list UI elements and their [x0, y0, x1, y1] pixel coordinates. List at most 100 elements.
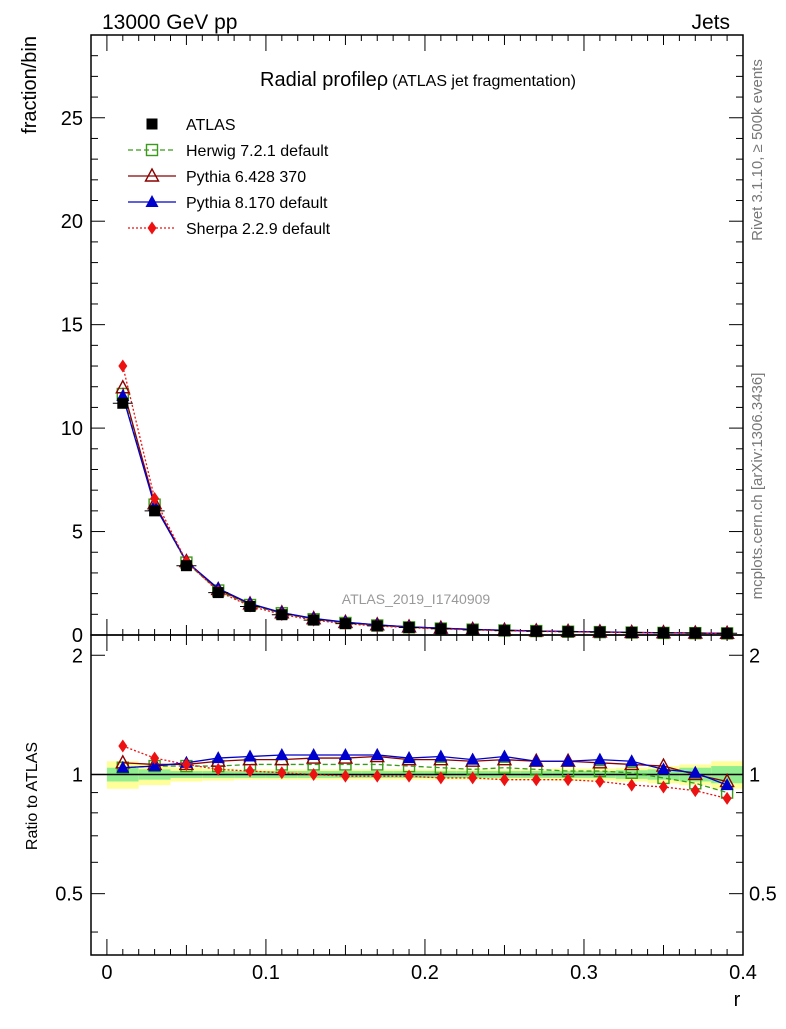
- ratio-marker-sherpa: [150, 751, 160, 765]
- main-panel: 0 5 10 15 20 25: [61, 34, 744, 647]
- main-marker-data: [244, 600, 256, 612]
- ratio-marker-sherpa: [595, 774, 605, 788]
- ratio-marker-pythia8: [497, 749, 511, 762]
- main-marker-sherpa: [118, 359, 128, 373]
- main-ytick-label: 10: [61, 418, 83, 440]
- ratio-ytick-label: 0.5: [55, 884, 83, 906]
- ratio-marker-pythia8: [338, 747, 352, 760]
- legend-label-herwig: Herwig 7.2.1 default: [186, 143, 329, 160]
- ratio-xtick-label: 0.1: [252, 962, 280, 984]
- ratio-marker-pythia8: [370, 747, 384, 760]
- ratio-marker-pythia8: [211, 751, 225, 764]
- ratio-marker-pythia8: [275, 747, 289, 760]
- ratio-ylabel: Ratio to ATLAS: [24, 742, 41, 850]
- ratio-marker-pythia8: [656, 762, 670, 775]
- ratio-marker-sherpa: [722, 791, 732, 805]
- main-marker-data: [657, 627, 669, 639]
- ratio-marker-sherpa: [245, 764, 255, 778]
- ratio-ytick-label: 1: [72, 764, 83, 786]
- ratio-ytick-label-right: 2: [749, 645, 760, 667]
- main-title-text: Radial profileρ: [260, 69, 388, 91]
- main-marker-data: [562, 626, 574, 638]
- legend-marker-pythia8: [145, 195, 159, 207]
- header-left: 13000 GeV pp: [102, 11, 237, 34]
- ratio-marker-herwig: [625, 766, 638, 779]
- ratio-marker-sherpa: [118, 739, 128, 753]
- ratio-marker-pythia8: [307, 747, 321, 760]
- legend-label-pythia6: Pythia 6.428 370: [186, 169, 306, 186]
- main-ytick-label: 5: [72, 522, 83, 544]
- main-marker-data: [403, 622, 415, 634]
- ratio-xtick-label: 0.3: [570, 962, 598, 984]
- ratio-marker-sherpa: [436, 771, 446, 785]
- main-marker-data: [498, 625, 510, 637]
- main-marker-data: [212, 587, 224, 599]
- main-marker-data: [371, 620, 383, 632]
- main-ytick-label: 20: [61, 211, 83, 233]
- ratio-marker-pythia8: [434, 749, 448, 762]
- ratio-ytick-label-right: 0.5: [749, 884, 777, 906]
- main-marker-data: [435, 623, 447, 635]
- ratio-marker-pythia8: [243, 749, 257, 762]
- ratio-marker-sherpa: [181, 757, 191, 771]
- main-marker-data: [276, 609, 288, 621]
- ratio-marker-pythia8: [148, 759, 162, 772]
- ratio-marker-sherpa: [309, 767, 319, 781]
- ratio-marker-pythia8: [402, 751, 416, 764]
- ratio-series-line-pythia8: [122, 754, 728, 786]
- legend-marker-pythia6: [144, 167, 160, 182]
- legend-label-data: ATLAS: [186, 117, 236, 134]
- ratio-series-line-sherpa: [122, 745, 728, 800]
- header-right: Jets: [691, 11, 730, 34]
- ratio-xtick-label: 0.4: [729, 962, 757, 984]
- ratio-marker-pythia8: [625, 754, 639, 767]
- ratio-marker-sherpa: [627, 778, 637, 792]
- main-marker-data: [149, 505, 161, 517]
- ratio-marker-pythia8: [688, 765, 702, 778]
- ratio-xlabel: r: [734, 989, 741, 1011]
- main-marker-data: [689, 627, 701, 639]
- legend-marker-herwig: [145, 143, 159, 157]
- legend: ATLAS Herwig 7.2.1 default Pythia 6.428 37…: [128, 117, 331, 238]
- ratio-marker-sherpa: [213, 762, 223, 776]
- main-marker-sherpa: [150, 491, 160, 505]
- ratio-xtick-label: 0: [101, 962, 112, 984]
- main-ytick-label: 15: [61, 315, 83, 337]
- legend-marker-sherpa: [147, 221, 157, 235]
- ratio-series-sherpa: [118, 739, 732, 805]
- legend-label-pythia8: Pythia 8.170 default: [186, 195, 328, 212]
- main-subtitle: (ATLAS jet fragmentation): [392, 73, 576, 90]
- ratio-marker-sherpa: [340, 769, 350, 783]
- legend-label-sherpa: Sherpa 2.2.9 default: [186, 221, 331, 238]
- main-marker-data: [339, 618, 351, 630]
- main-marker-data: [467, 624, 479, 636]
- ratio-marker-sherpa: [690, 784, 700, 798]
- ratio-marker-sherpa: [531, 773, 541, 787]
- main-ytick-label: 25: [61, 108, 83, 130]
- main-marker-data: [530, 625, 542, 637]
- main-marker-data: [626, 627, 638, 639]
- ratio-marker-sherpa: [563, 773, 573, 787]
- main-ylabel: fraction/bin: [19, 36, 41, 134]
- ratio-frame: [90, 634, 744, 956]
- ratio-ytick-label: 2: [72, 645, 83, 667]
- main-title: Radial profileρ (ATLAS jet fragmentation): [260, 69, 576, 91]
- ratio-marker-pythia8: [720, 778, 734, 791]
- ratio-marker-pythia8: [593, 752, 607, 765]
- ratio-marker-sherpa: [499, 773, 509, 787]
- ratio-marker-pythia8: [116, 760, 130, 773]
- watermark: ATLAS_2019_I1740909: [342, 591, 491, 607]
- ratio-marker-pythia8: [529, 754, 543, 767]
- main-marker-data: [594, 626, 606, 638]
- side-label-top: Rivet 3.1.10, ≥ 500k events: [749, 59, 766, 241]
- main-marker-data: [308, 614, 320, 626]
- ratio-ytick-label-right: 1: [749, 764, 760, 786]
- ratio-marker-sherpa: [468, 771, 478, 785]
- main-marker-data: [117, 397, 129, 409]
- ratio-marker-sherpa: [277, 766, 287, 780]
- main-marker-data: [180, 560, 192, 572]
- main-marker-data: [721, 627, 733, 639]
- main-ytick-label: 0: [72, 625, 83, 647]
- side-label-bottom: mcplots.cern.ch [arXiv:1306.3436]: [749, 373, 766, 600]
